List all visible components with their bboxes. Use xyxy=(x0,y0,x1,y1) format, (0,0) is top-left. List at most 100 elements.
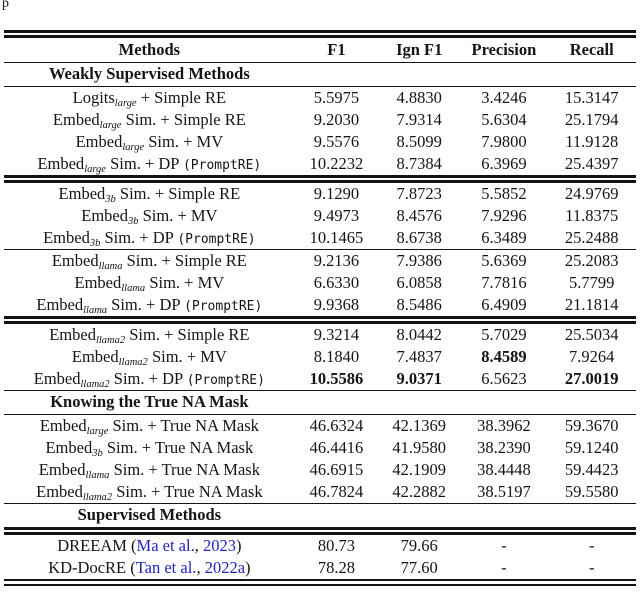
model-subscript: large xyxy=(84,164,106,176)
value-cell: 46.6915 xyxy=(309,459,364,479)
citation-link[interactable]: Ma et al. xyxy=(136,535,195,555)
method-cell: Embedllama2 Sim. + MV xyxy=(4,346,295,368)
method-text: Sim. + DP xyxy=(109,368,187,388)
value-cell: 3.4246 xyxy=(481,87,527,107)
method-text: + Simple RE xyxy=(136,87,227,107)
value-cell: 6.4909 xyxy=(481,294,527,314)
value-cell: 79.66 xyxy=(400,535,438,555)
value-cell: 59.5580 xyxy=(564,481,619,501)
method-cell: Embedllama2 Sim. + True NA Mask xyxy=(4,481,295,504)
value-cell: 8.6738 xyxy=(396,227,442,247)
method-text: Embed xyxy=(49,324,96,344)
model-subscript: large xyxy=(86,426,109,438)
value-cell: - xyxy=(588,535,595,555)
table-row: Embedlarge Sim. + True NA Mask 46.6324 42.… xyxy=(4,414,636,437)
method-cell: Embedllama2 Sim. + DP (PromptRE) xyxy=(4,368,295,391)
value-cell: 7.7816 xyxy=(481,272,527,292)
method-text: DREEAM ( xyxy=(57,535,137,555)
citation-link[interactable]: 2023 xyxy=(202,535,236,555)
model-subscript: llama xyxy=(121,283,146,295)
value-cell: - xyxy=(501,535,507,555)
model-subscript: 3b xyxy=(127,216,139,228)
column-header-ign-f1: Ign F1 xyxy=(396,39,443,59)
method-text: Sim. + MV xyxy=(145,272,225,292)
column-header-methods: Methods xyxy=(118,39,181,59)
value-cell: 6.3969 xyxy=(481,153,527,173)
value-cell: 8.4589 xyxy=(481,346,527,366)
table-row: Embedlarge Sim. + Simple RE 9.2030 7.9314 5… xyxy=(4,109,636,131)
promptre-mono-text: (PromptRE) xyxy=(184,298,263,314)
value-cell: 25.5034 xyxy=(564,324,619,344)
table-row: Embedllama Sim. + Simple RE 9.2136 7.9386 5… xyxy=(4,249,636,272)
method-text: ) xyxy=(245,557,251,577)
model-subscript: large xyxy=(114,98,137,110)
method-text: Sim. + MV xyxy=(147,346,227,366)
method-text: , xyxy=(196,557,205,577)
value-cell: 7.9800 xyxy=(481,131,527,151)
method-text: Sim. + MV xyxy=(144,131,224,151)
value-cell: 8.4576 xyxy=(396,205,442,225)
model-subscript: 3b xyxy=(92,448,103,460)
method-cell: Embedllama Sim. + Simple RE xyxy=(4,250,295,273)
column-header-recall: Recall xyxy=(569,39,614,59)
value-cell: 59.3670 xyxy=(564,415,619,435)
method-text: Sim. + DP xyxy=(105,153,183,173)
value-cell: 25.1794 xyxy=(564,109,619,129)
method-text: Sim. + MV xyxy=(138,205,218,225)
table-row: KD-DocRE (Tan et al., 2022a) 78.28 77.60 - - xyxy=(4,557,636,579)
model-subscript: llama2 xyxy=(82,492,113,504)
value-cell: 11.9128 xyxy=(565,131,619,151)
value-cell: 25.4397 xyxy=(564,153,619,173)
citation-link[interactable]: 2022a xyxy=(204,557,246,577)
method-text: , xyxy=(194,535,203,555)
method-text: Sim. + Simple RE xyxy=(122,250,247,270)
value-cell: 7.9296 xyxy=(481,205,527,225)
table-row: Embedllama2 Sim. + DP (PromptRE) 10.5586 9… xyxy=(4,368,636,390)
method-text: Sim. + Simple RE xyxy=(121,109,246,129)
cropped-text-fragment: p xyxy=(2,0,9,11)
model-subscript: llama2 xyxy=(80,379,110,391)
value-cell: 46.7824 xyxy=(309,481,364,501)
method-cell: DREEAM (Ma et al., 2023) xyxy=(4,535,295,555)
value-cell: 8.0442 xyxy=(396,324,442,344)
method-text: Sim. + True NA Mask xyxy=(112,481,263,501)
value-cell: 7.9314 xyxy=(396,109,442,129)
method-text: Embed xyxy=(36,481,83,501)
value-cell: 8.5486 xyxy=(396,294,442,314)
table-row: Embedllama Sim. + DP (PromptRE) 9.9368 8.5… xyxy=(4,294,636,316)
value-cell: 9.9368 xyxy=(313,294,360,314)
section-title: Knowing the True NA Mask xyxy=(50,392,249,412)
model-subscript: llama xyxy=(98,261,123,273)
value-cell: 38.4448 xyxy=(477,459,531,479)
value-cell: 8.1840 xyxy=(313,346,360,366)
value-cell: 8.5099 xyxy=(396,131,442,151)
value-cell: 5.6369 xyxy=(481,250,527,270)
value-cell: 10.1465 xyxy=(309,227,364,247)
model-subscript: 3b xyxy=(89,238,101,250)
value-cell: 21.1814 xyxy=(564,294,619,314)
value-cell: 9.3214 xyxy=(313,324,360,344)
value-cell: 11.8375 xyxy=(565,205,619,225)
value-cell: 5.5975 xyxy=(313,87,360,107)
value-cell: 6.0858 xyxy=(396,272,442,292)
results-table: Methods F1 Ign F1 Precision Recall Weakl… xyxy=(4,30,636,586)
method-text: Embed xyxy=(51,250,99,270)
value-cell: 38.2390 xyxy=(477,437,531,457)
citation-link[interactable]: Tan et al. xyxy=(135,557,197,577)
value-cell: 8.7384 xyxy=(396,153,442,173)
value-cell: 25.2083 xyxy=(564,250,619,270)
value-cell: 7.9264 xyxy=(569,346,615,366)
value-cell: 27.0019 xyxy=(564,368,619,388)
column-header-f1: F1 xyxy=(327,39,346,59)
value-cell: 9.1290 xyxy=(313,183,360,203)
table-row: DREEAM (Ma et al., 2023) 80.73 79.66 - - xyxy=(4,527,636,557)
value-cell: 7.4837 xyxy=(396,346,442,366)
method-cell: Embed3b Sim. + Simple RE xyxy=(4,185,295,205)
method-cell: Embedlarge Sim. + DP (PromptRE) xyxy=(4,153,295,176)
section-header-row: Weakly Supervised Methods xyxy=(4,62,636,86)
method-text: Embed xyxy=(71,346,119,366)
model-subscript: large xyxy=(99,120,122,132)
model-subscript: large xyxy=(122,142,145,154)
method-cell: Embedllama Sim. + MV xyxy=(4,272,295,295)
value-cell: 59.4423 xyxy=(564,459,619,479)
